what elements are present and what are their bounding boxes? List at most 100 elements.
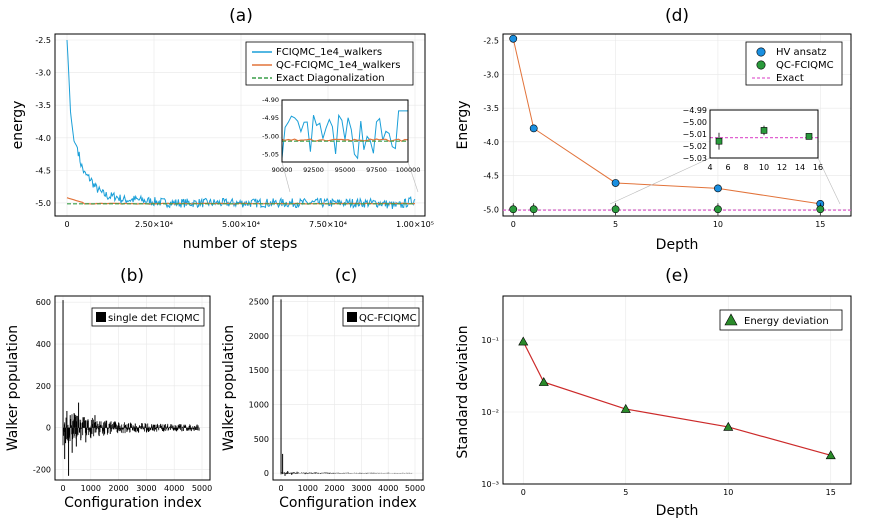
panel-a-xtick-label: 7.50×10⁴: [309, 220, 347, 229]
inset-a-ytick-label: -5.00: [262, 132, 279, 140]
series-d-hv-point: [529, 124, 538, 133]
legend-d-qc-swatch: [756, 60, 766, 70]
series-d-hv-point: [714, 184, 722, 193]
series-e-point: [620, 403, 631, 413]
inset-a-xtick-label: 92500: [303, 166, 324, 174]
inset-d-ytick-label: −5.00: [682, 118, 707, 127]
panel-b-xtick-label: 3000: [136, 484, 156, 493]
panel-e-xtick-label: 10: [723, 488, 733, 497]
inset-d-ytick-label: −5.01: [682, 130, 707, 139]
panel-d-xtick-label: 10: [713, 220, 723, 229]
series-d-qc-point: [714, 205, 722, 214]
inset-a-qcfciqmc-line: [281, 138, 409, 142]
inset-d-ytick-label: −4.99: [682, 106, 707, 115]
panel-c-ylabel: Walker population: [221, 325, 237, 451]
legend-d-hv: HV ansatz: [776, 47, 827, 58]
panel-c-xlabel: Configuration index: [279, 495, 417, 511]
panel-d-xtick-label: 5: [613, 220, 618, 229]
inset-d-ytick-label: −5.03: [682, 154, 707, 163]
series-e-point: [825, 450, 836, 460]
panel-d-ylabel: Energy: [455, 100, 471, 149]
panel-b-ytick-label: 400: [36, 340, 51, 349]
panel-c-xtick-label: 5000: [405, 484, 425, 493]
panel-a-xtick-label: 1.00×10⁵: [396, 220, 434, 229]
panel-a-frame: [54, 33, 426, 217]
panel-d-ytick-label: -4.5: [483, 172, 499, 181]
panel-b: (b) 0 1000 2000 3000 4000 5000-2000200400600 …: [5, 266, 212, 511]
inset-d-xtick-label: 6: [725, 163, 730, 172]
panel-e-xtick-label: 0: [521, 488, 526, 497]
inset-d-point: [760, 127, 768, 134]
inset-d-xtick-label: 16: [813, 163, 823, 172]
legend-d-hv-swatch: [756, 47, 766, 57]
series-d-qc-point: [611, 205, 620, 214]
panel-c-xtick-label: 3000: [351, 484, 371, 493]
panel-e-ytick-label: 10⁻²: [481, 408, 499, 417]
legend-a-exact: Exact Diagonalization: [276, 73, 385, 84]
panel-a-xtick-label: 0: [64, 220, 69, 229]
panel-c: (c) 0 1000 2000 3000 4000 5000 0 500 1000 1500 200…: [221, 266, 425, 511]
panel-b-legend: single det FCIQMC: [91, 307, 205, 327]
panel-b-xlabel: Configuration index: [64, 495, 202, 511]
panel-d: (d) 0 5 10 15 -2.5 -3.0 -3.5 -4.0 -4.5 -5.0 Depth…: [455, 6, 852, 253]
panel-a-ytick-label: -3.0: [35, 69, 51, 78]
panel-e-title: (e): [665, 266, 689, 286]
panel-a-legend: FCIQMC_1e4_walkers QC-FCIQMC_1e4_walkers…: [245, 41, 414, 86]
legend-b-label: single det FCIQMC: [108, 313, 200, 324]
panel-e-legend: Energy deviation: [719, 309, 843, 331]
panel-d-xlabel: Depth: [656, 237, 699, 253]
panel-c-ytick-label: 1000: [249, 400, 269, 409]
inset-d-ytick-label: −5.02: [682, 142, 707, 151]
inset-d-xtick-label: 12: [777, 163, 787, 172]
inset-d-xtick-label: 10: [759, 163, 769, 172]
panel-b-xtick-label: 1000: [81, 484, 101, 493]
panel-e-ytick-label: 10⁻¹: [481, 336, 499, 345]
panel-a-ytick-label: -5.0: [35, 199, 51, 208]
panel-b-ytick-label: 0: [46, 424, 51, 433]
inset-a-xtick-label: 97500: [366, 166, 387, 174]
panel-c-xtick-label: 4000: [378, 484, 398, 493]
panel-d-frame: [502, 33, 852, 217]
inset-a-ytick-label: -4.90: [262, 96, 279, 104]
inset-a-ytick-label: -4.95: [262, 114, 279, 122]
panel-d-xtick-label: 15: [815, 220, 825, 229]
panel-c-legend: QC-FCIQMC: [342, 307, 420, 327]
series-d-hv-point: [611, 179, 620, 187]
panel-c-ytick-label: 1500: [249, 366, 269, 375]
panel-a-ylabel: energy: [10, 101, 26, 150]
panel-a-xlabel: number of steps: [183, 236, 298, 252]
panel-a-inset: 90000 92500 95000 97500 100000 -4.90 -4.95 -5.0…: [262, 96, 420, 193]
panel-b-ylabel: Walker population: [5, 325, 21, 451]
panel-a: (a) 0 2.50×10⁴ 5.00×10⁴ 7.50×10⁴ 1.00×10⁵ -2.…: [10, 6, 434, 252]
legend-d-qc: QC-FCIQMC: [776, 60, 834, 71]
inset-a-xtick-label: 95000: [335, 166, 356, 174]
legend-a-qcfciqmc: QC-FCIQMC_1e4_walkers: [276, 60, 401, 71]
panel-a-xtick-label: 2.50×10⁴: [135, 220, 173, 229]
panel-d-ytick-label: -2.5: [483, 37, 499, 46]
series-d-qc-point: [816, 205, 825, 214]
series-d-qc-point: [509, 205, 518, 214]
panel-e-ytick-label: 10⁻³: [481, 480, 499, 489]
panel-b-xtick-label: 2000: [108, 484, 128, 493]
series-e-point: [538, 377, 549, 386]
legend-b-swatch: [96, 312, 106, 322]
inset-a-xtick-label: 90000: [272, 166, 293, 174]
panel-e-ylabel: Standard deviation: [455, 325, 471, 458]
series-e-point: [518, 336, 529, 346]
inset-d-xtick-label: 8: [743, 163, 748, 172]
panel-c-ytick-label: 500: [254, 435, 269, 444]
panel-c-ytick-label: 2000: [249, 332, 269, 341]
panel-b-xtick-label: 4000: [164, 484, 184, 493]
panel-d-ytick-label: -3.5: [483, 104, 499, 113]
panel-e-xtick-label: 15: [826, 488, 836, 497]
legend-a-fciqmc: FCIQMC_1e4_walkers: [276, 47, 382, 58]
panel-d-legend: HV ansatz QC-FCIQMC Exact: [745, 41, 843, 86]
legend-d-exact: Exact: [776, 73, 804, 84]
panel-a-xtick-label: 5.00×10⁴: [222, 220, 260, 229]
series-e-point: [723, 421, 734, 431]
panel-a-title: (a): [229, 6, 253, 26]
panel-c-frame: [272, 295, 424, 481]
panel-b-frame: [54, 295, 211, 481]
panel-a-ytick-label: -4.0: [35, 134, 51, 143]
